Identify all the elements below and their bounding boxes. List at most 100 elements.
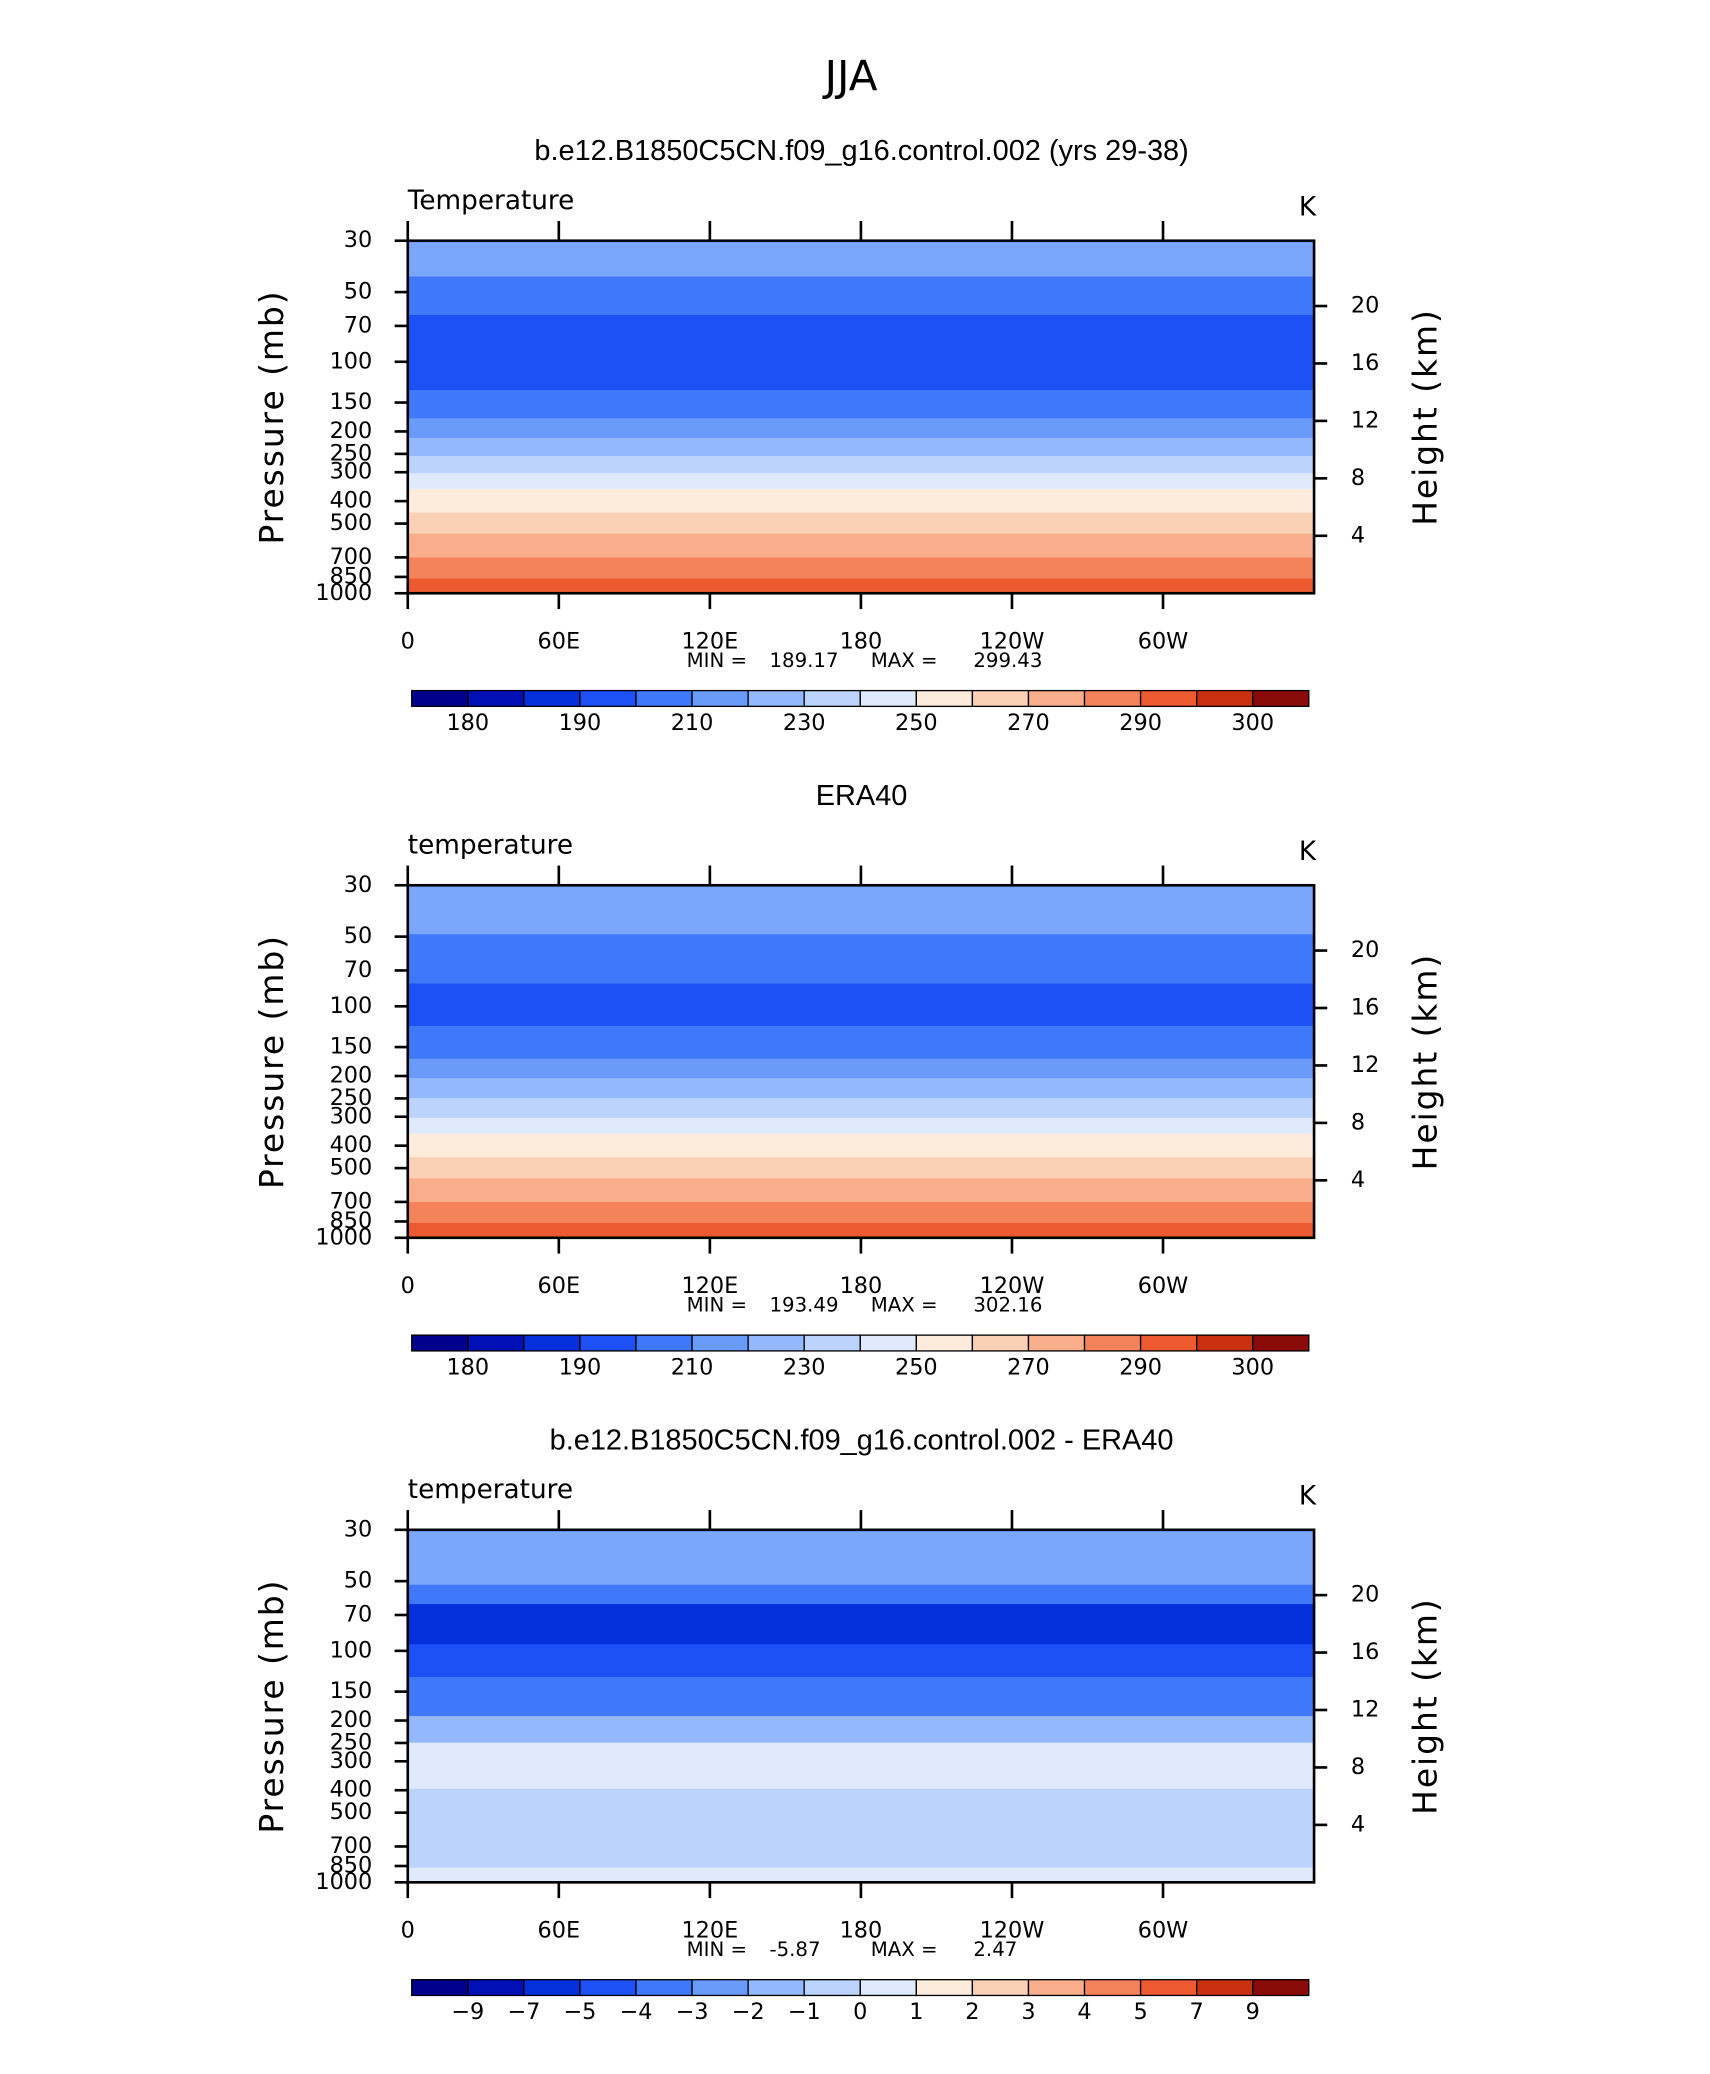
contour-band	[407, 1202, 1315, 1224]
y-tick-label: 850	[330, 1852, 373, 1878]
y-axis-label: Pressure (mb)	[252, 289, 291, 544]
x-tick-label: 120W	[980, 1273, 1045, 1299]
contour-band	[407, 1716, 1315, 1744]
x-tick-label: 120W	[980, 628, 1045, 654]
colorbar-box	[971, 1334, 1030, 1352]
colorbar-box	[747, 1979, 805, 1997]
colorbar-box	[691, 1979, 749, 1997]
x-tick-label: 60W	[1138, 1273, 1189, 1299]
y2-tick-label: 16	[1351, 350, 1379, 376]
colorbar-label: 0	[853, 1999, 867, 2025]
colorbar-box	[1027, 1334, 1086, 1352]
colorbar-label: −4	[620, 1999, 653, 2025]
min-value: -5.87	[770, 1938, 821, 1961]
colorbar-label: 7	[1190, 1999, 1204, 2025]
contour-band	[407, 934, 1315, 985]
colorbar-label: 190	[559, 710, 602, 736]
contour-band	[407, 1529, 1315, 1586]
contour-band	[407, 1584, 1315, 1605]
contour-band	[407, 1178, 1315, 1203]
y-tick-label: 150	[330, 1034, 373, 1060]
colorbar-box	[635, 689, 693, 708]
y-tick-label: 250	[330, 1085, 373, 1111]
colorbar-label: 270	[1007, 710, 1050, 736]
contour-band	[407, 437, 1315, 457]
colorbar-box	[467, 1979, 525, 1997]
max-label: MAX =	[871, 1294, 938, 1317]
y-tick-label: 100	[330, 1637, 373, 1663]
contour-band	[407, 578, 1315, 594]
colorbar-box	[1196, 1334, 1254, 1352]
y-tick-label: 700	[330, 544, 373, 570]
panel-title: ERA40	[816, 780, 908, 812]
colorbar-label: 210	[671, 1355, 714, 1381]
colorbar-label: 9	[1246, 1999, 1260, 2025]
x-tick-label: 0	[401, 628, 415, 654]
variable-label: temperature	[408, 830, 573, 860]
y-tick-label: 200	[330, 418, 373, 444]
y-tick-label: 400	[330, 488, 373, 514]
y-tick-label: 100	[330, 348, 373, 374]
colorbar-box	[579, 689, 637, 708]
contour-band	[407, 1644, 1315, 1678]
colorbar-label: 4	[1077, 1999, 1091, 2025]
y2-tick-label: 12	[1351, 1696, 1379, 1722]
colorbar-box	[1083, 689, 1142, 708]
contour-band	[407, 1223, 1315, 1239]
contour-band	[407, 314, 1315, 391]
y-tick-label: 200	[330, 1707, 373, 1733]
colorbar-label: 230	[783, 710, 826, 736]
y-tick-label: 150	[330, 389, 373, 415]
y2-axis-label: Height (km)	[1406, 953, 1445, 1171]
y2-tick-label: 20	[1351, 293, 1379, 319]
contour-band	[407, 1604, 1315, 1645]
y-tick-label: 700	[330, 1833, 373, 1859]
colorbar-box	[747, 689, 805, 708]
y2-tick-label: 20	[1351, 1582, 1379, 1608]
colorbar-box	[1083, 1334, 1142, 1352]
contour-band	[407, 1133, 1315, 1158]
colorbar-label: 190	[559, 1355, 602, 1381]
contour-band	[407, 1078, 1315, 1099]
y-tick-label: 850	[330, 1208, 373, 1234]
colorbar-box	[523, 689, 581, 708]
y-tick-label: 30	[344, 872, 372, 898]
y2-axis-label: Height (km)	[1406, 1597, 1445, 1815]
colorbar-box	[915, 689, 974, 708]
y-tick-label: 50	[344, 1568, 372, 1594]
colorbar-box	[859, 689, 917, 708]
x-tick-label: 180	[840, 1273, 883, 1299]
units-label: K	[1299, 1481, 1317, 1511]
colorbar-box	[411, 1334, 469, 1352]
colorbar-box	[411, 1979, 469, 1997]
colorbar-label: −5	[563, 1999, 596, 2025]
colorbar-box	[1027, 689, 1086, 708]
colorbar-box	[1027, 1979, 1086, 1997]
contour-band	[407, 512, 1315, 535]
colorbar-label: −9	[451, 1999, 484, 2025]
colorbar-box	[803, 1979, 861, 1997]
y-tick-label: 300	[330, 1748, 373, 1774]
y-tick-label: 70	[344, 312, 372, 338]
contour-band	[407, 240, 1315, 278]
colorbar-label: 5	[1133, 1999, 1147, 2025]
colorbar-box	[1196, 689, 1254, 708]
colorbar-label: −2	[732, 1999, 765, 2025]
y-tick-label: 1000	[315, 1869, 372, 1895]
y-tick-label: 50	[344, 279, 372, 305]
colorbar-label: 3	[1021, 1999, 1035, 2025]
colorbar-box	[579, 1979, 637, 1997]
colorbar-box	[1139, 1979, 1198, 1997]
colorbar-label: 250	[895, 710, 938, 736]
y-tick-label: 1000	[315, 1224, 372, 1250]
y-tick-label: 250	[330, 440, 373, 466]
colorbar-label: 180	[446, 1355, 489, 1381]
colorbar-box	[691, 689, 749, 708]
contour-band	[407, 418, 1315, 439]
colorbar-label: 290	[1119, 710, 1162, 736]
colorbar-box	[915, 1334, 974, 1352]
contour-band	[407, 455, 1315, 474]
y-tick-label: 400	[330, 1777, 373, 1803]
y2-tick-label: 8	[1351, 1754, 1365, 1780]
